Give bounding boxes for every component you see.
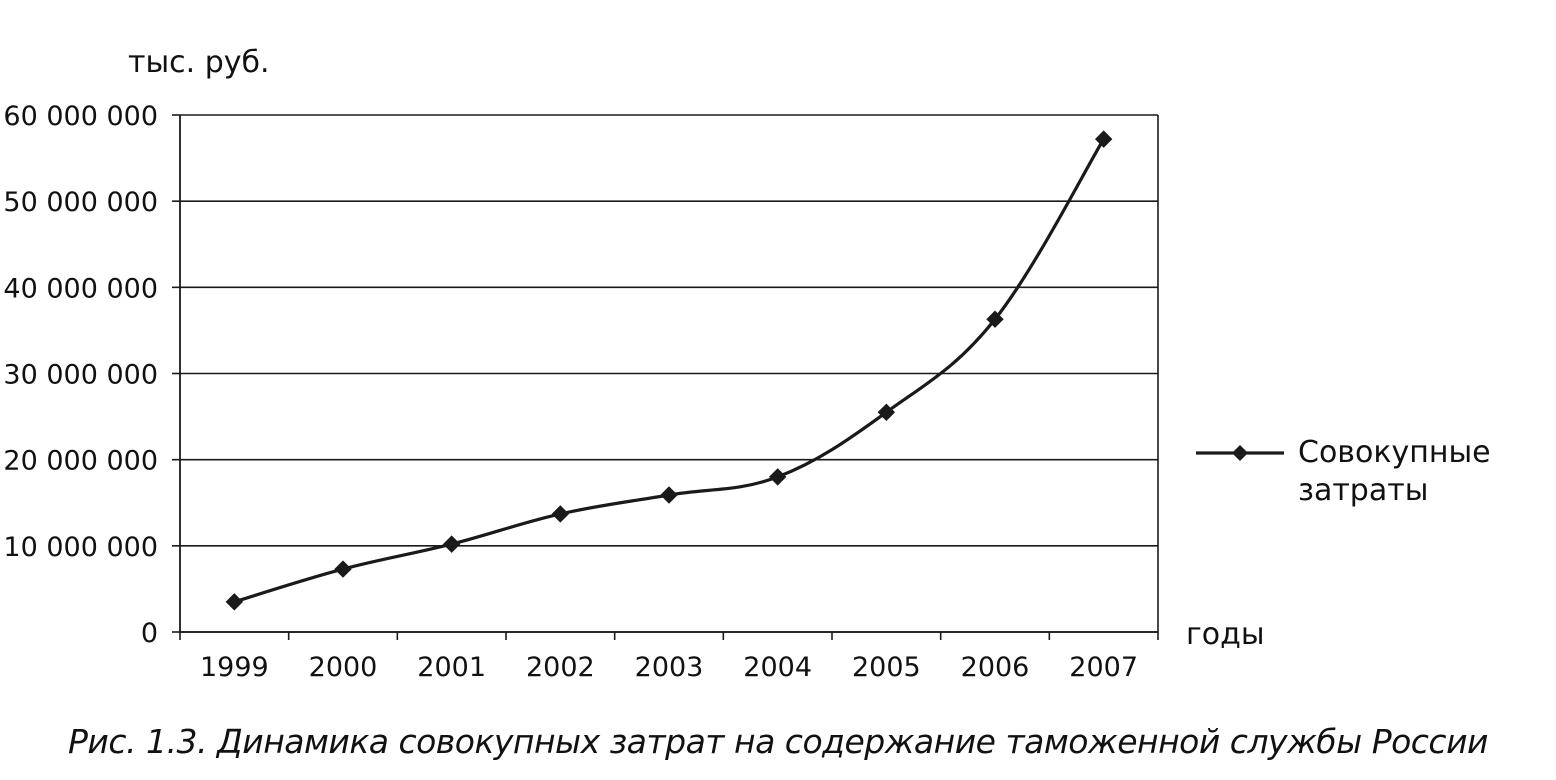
x-tick-label: 2000 [309, 652, 378, 683]
x-tick-label: 2001 [417, 652, 486, 683]
x-tick-label: 2002 [526, 652, 595, 683]
y-tick-label: 60 000 000 [3, 101, 158, 132]
y-axis-label: тыс. руб. [128, 45, 270, 80]
y-tick-label: 20 000 000 [3, 446, 158, 477]
y-tick-label: 30 000 000 [3, 360, 158, 391]
x-tick-label: 2005 [852, 652, 921, 683]
data-point [986, 310, 1004, 328]
figure-caption: Рис. 1.3. Динамика совокупных затрат на … [68, 722, 1488, 761]
x-tick-label: 1999 [200, 652, 269, 683]
data-point [768, 468, 787, 486]
y-tick-label: 10 000 000 [3, 532, 158, 563]
x-tick-label: 2003 [635, 652, 704, 683]
x-tick-label: 2007 [1069, 652, 1138, 683]
data-point [877, 403, 896, 421]
data-point [225, 593, 244, 611]
data-point [551, 505, 570, 523]
legend-marker [1232, 445, 1248, 461]
y-tick-label: 50 000 000 [3, 187, 158, 218]
data-point [334, 560, 352, 578]
data-point [1094, 130, 1113, 148]
data-point [660, 486, 678, 504]
data-point [442, 535, 461, 553]
x-axis-label: годы [1186, 617, 1265, 652]
x-tick-label: 2004 [743, 652, 812, 683]
x-tick-label: 2006 [961, 652, 1030, 683]
legend-series-label: Совокупные затраты [1298, 435, 1491, 508]
y-tick-label: 0 [141, 618, 158, 649]
series-line [233, 138, 1106, 604]
y-tick-label: 40 000 000 [3, 273, 158, 304]
